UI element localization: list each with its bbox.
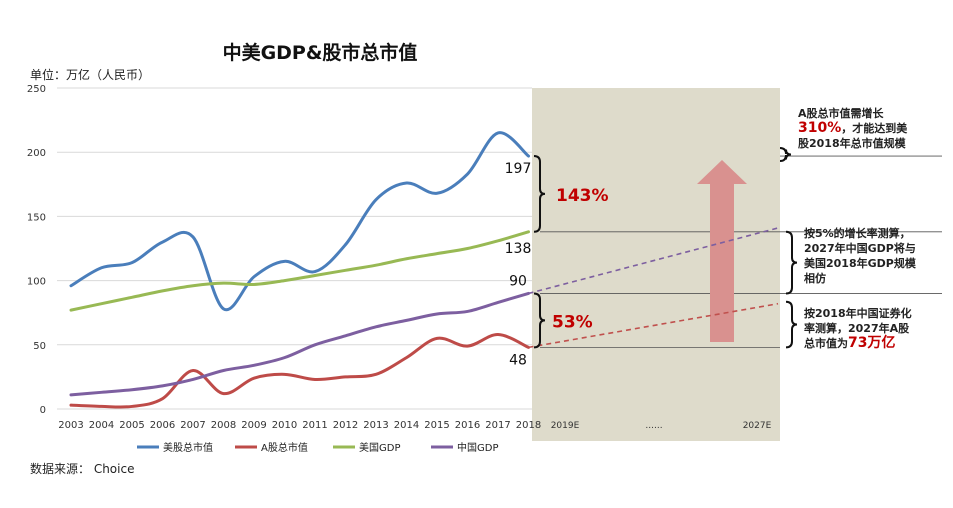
note-top: A股总市值需增长 310%，才能达到美 股2018年总市值规模	[798, 106, 938, 151]
bracket-cn	[533, 292, 546, 349]
note-bot-line3: 总市值为	[804, 337, 848, 350]
chart-title: 中美GDP&股市总市值	[222, 42, 418, 64]
x-tick-label: 2014	[394, 420, 419, 431]
series-line	[69, 230, 530, 312]
x-tick-label: 2015	[424, 420, 449, 431]
note-mid-line3: 美国2018年GDP规模	[804, 257, 916, 270]
x-tick-label: 2012	[333, 420, 358, 431]
note-bracket	[779, 147, 792, 163]
legend-label: A股总市值	[261, 441, 308, 454]
note-top-line2: ，才能达到美	[841, 122, 908, 135]
legend-label: 中国GDP	[457, 441, 498, 454]
note-mid-line1: 按5%的增长率测算，	[804, 227, 911, 240]
note-bot-line2: 率测算，2027年A股	[804, 322, 910, 335]
series-line	[69, 291, 530, 397]
data-label: 197	[505, 161, 532, 177]
projection-line	[528, 302, 779, 349]
x-tick-label: 2013	[363, 420, 388, 431]
note-bot-value: 73万亿	[848, 335, 896, 351]
x-tick-label: 2008	[211, 420, 236, 431]
source-label: 数据来源： Choice	[30, 462, 135, 476]
note-mid-line2: 2027年中国GDP将与	[804, 242, 916, 255]
x-tick-label: 2017	[485, 420, 510, 431]
x-tick-label: 2018	[516, 420, 541, 431]
legend-label: 美股总市值	[163, 441, 213, 454]
data-label: 48	[509, 352, 527, 368]
x-tick-label: 2004	[89, 420, 114, 431]
x-tick-label: 2009	[241, 420, 266, 431]
y-tick-label: 50	[33, 341, 46, 352]
y-tick-label: 0	[40, 405, 46, 416]
y-tick-label: 200	[27, 148, 46, 159]
unit-label: 单位：万亿（人民币）	[30, 68, 151, 82]
note-top-line3: 股2018年总市值规模	[798, 137, 906, 150]
series-line	[69, 333, 530, 409]
note-middle: 按5%的增长率测算， 2027年中国GDP将与 美国2018年GDP规模 相仿	[804, 226, 944, 286]
projection-region	[532, 88, 780, 441]
data-label: 138	[505, 241, 532, 257]
y-tick-label: 100	[27, 277, 46, 288]
x-tick-label: 2005	[119, 420, 144, 431]
note-top-line1: A股总市值需增长	[798, 107, 884, 120]
x-tick-label: 2007	[180, 420, 205, 431]
y-tick-label: 250	[27, 84, 46, 95]
x-tick-label: 2011	[302, 420, 327, 431]
x-tick-label: 2006	[150, 420, 175, 431]
note-bottom: 按2018年中国证券化 率测算，2027年A股 总市值为73万亿	[804, 306, 944, 351]
bracket-us	[533, 155, 546, 233]
x-tick-label: 2016	[455, 420, 480, 431]
legend-label: 美国GDP	[359, 441, 400, 454]
x-tick-label-projection: ......	[645, 421, 662, 431]
data-label: 90	[509, 273, 527, 289]
note-bot-line1: 按2018年中国证券化	[804, 307, 912, 320]
x-tick-label: 2003	[58, 420, 83, 431]
note-mid-line4: 相仿	[804, 272, 826, 285]
gap-label-cn: 53%	[552, 312, 593, 332]
x-tick-label-projection: 2019E	[551, 421, 580, 431]
x-tick-label-projection: 2027E	[743, 421, 772, 431]
projection-line	[528, 227, 779, 295]
note-bracket	[785, 230, 798, 295]
note-bracket	[785, 300, 798, 349]
growth-arrow	[697, 160, 747, 342]
y-tick-label: 150	[27, 212, 46, 223]
x-tick-label: 2010	[272, 420, 297, 431]
gap-label-us: 143%	[556, 186, 609, 206]
series-line	[69, 131, 530, 312]
note-top-percent: 310%	[798, 120, 842, 136]
